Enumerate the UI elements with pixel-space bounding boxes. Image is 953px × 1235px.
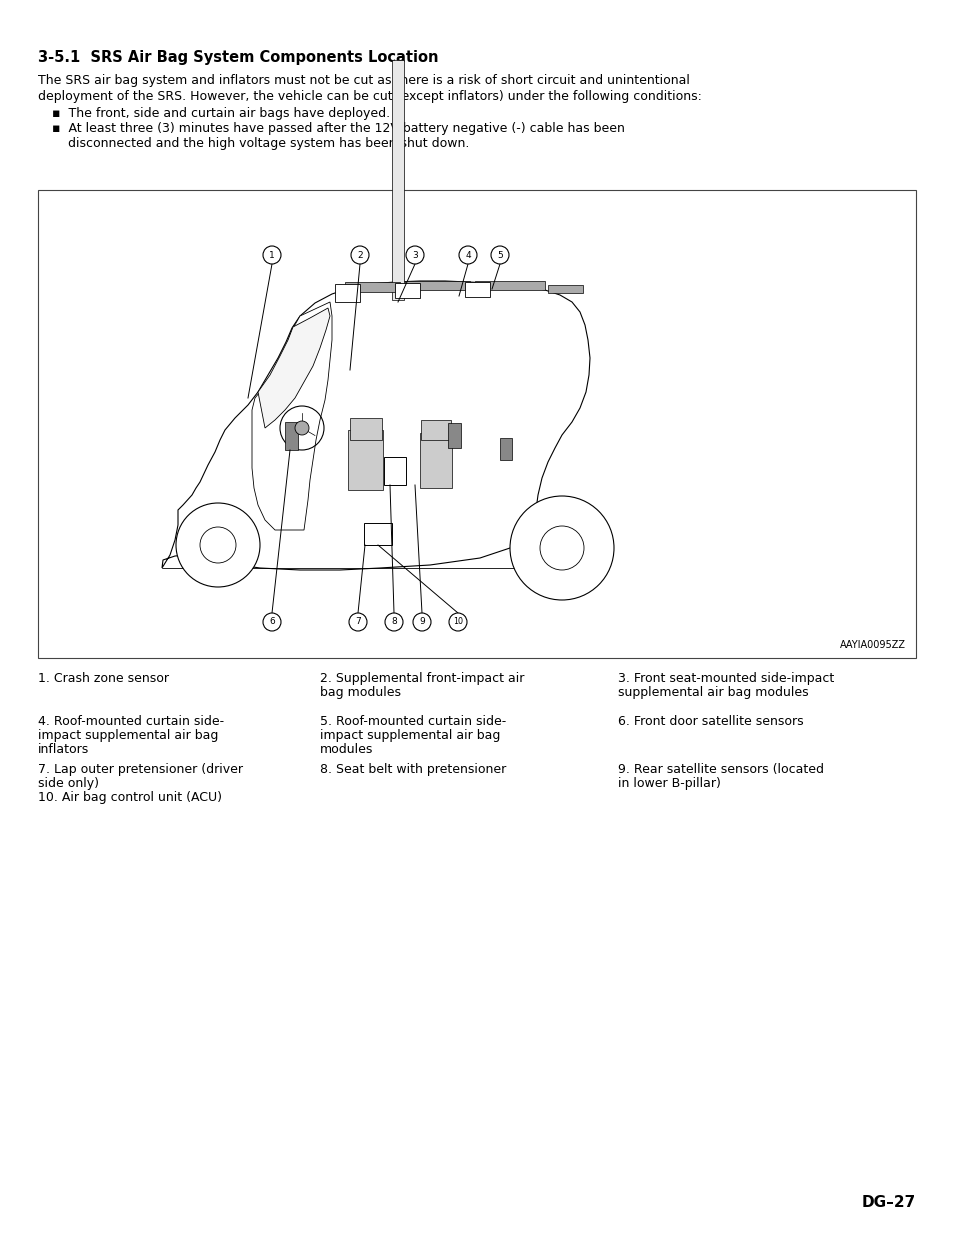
Bar xyxy=(348,430,382,490)
Circle shape xyxy=(351,246,369,264)
Circle shape xyxy=(449,613,467,631)
Text: 8: 8 xyxy=(391,618,396,626)
Text: 2. Supplemental front-impact air: 2. Supplemental front-impact air xyxy=(319,672,524,685)
Bar xyxy=(384,457,406,485)
Text: 5: 5 xyxy=(497,251,502,259)
Text: 6. Front door satellite sensors: 6. Front door satellite sensors xyxy=(618,715,802,727)
Circle shape xyxy=(406,246,423,264)
Text: 10. Air bag control unit (ACU): 10. Air bag control unit (ACU) xyxy=(38,790,222,804)
Bar xyxy=(464,282,490,296)
Polygon shape xyxy=(257,308,330,429)
Text: ▪  The front, side and curtain air bags have deployed.: ▪ The front, side and curtain air bags h… xyxy=(52,107,390,120)
Text: 9. Rear satellite sensors (located: 9. Rear satellite sensors (located xyxy=(618,763,823,776)
Bar xyxy=(335,284,359,303)
Text: disconnected and the high voltage system has been shut down.: disconnected and the high voltage system… xyxy=(68,137,469,149)
Text: 3: 3 xyxy=(412,251,417,259)
Text: 10: 10 xyxy=(453,618,462,626)
Bar xyxy=(364,522,392,545)
Text: impact supplemental air bag: impact supplemental air bag xyxy=(319,729,500,742)
Text: impact supplemental air bag: impact supplemental air bag xyxy=(38,729,218,742)
Text: 5. Roof-mounted curtain side-: 5. Roof-mounted curtain side- xyxy=(319,715,506,727)
Circle shape xyxy=(263,613,281,631)
Text: 3. Front seat-mounted side-impact: 3. Front seat-mounted side-impact xyxy=(618,672,833,685)
Text: 6: 6 xyxy=(269,618,274,626)
Circle shape xyxy=(294,421,309,435)
Text: 9: 9 xyxy=(418,618,424,626)
Bar xyxy=(345,282,399,291)
Text: 7: 7 xyxy=(355,618,360,626)
Bar xyxy=(395,283,419,298)
Text: 4. Roof-mounted curtain side-: 4. Roof-mounted curtain side- xyxy=(38,715,224,727)
Circle shape xyxy=(175,503,260,587)
Bar xyxy=(547,285,582,293)
Text: side only): side only) xyxy=(38,777,99,790)
Bar xyxy=(285,422,297,450)
Bar xyxy=(499,438,512,459)
Bar xyxy=(38,190,915,658)
Text: The SRS air bag system and inflators must not be cut as there is a risk of short: The SRS air bag system and inflators mus… xyxy=(38,74,689,86)
Text: supplemental air bag modules: supplemental air bag modules xyxy=(618,685,808,699)
Bar xyxy=(419,433,452,488)
Text: deployment of the SRS. However, the vehicle can be cut (except inflators) under : deployment of the SRS. However, the vehi… xyxy=(38,90,701,103)
Bar xyxy=(448,424,460,448)
Polygon shape xyxy=(252,303,332,530)
Text: bag modules: bag modules xyxy=(319,685,400,699)
Bar xyxy=(475,282,544,290)
Text: ▪  At least three (3) minutes have passed after the 12V battery negative (-) cab: ▪ At least three (3) minutes have passed… xyxy=(52,122,624,135)
Text: AAYIA0095ZZ: AAYIA0095ZZ xyxy=(840,640,905,650)
Circle shape xyxy=(491,246,509,264)
Text: 2: 2 xyxy=(356,251,362,259)
Text: 7. Lap outer pretensioner (driver: 7. Lap outer pretensioner (driver xyxy=(38,763,243,776)
Polygon shape xyxy=(162,282,589,571)
Circle shape xyxy=(349,613,367,631)
Text: modules: modules xyxy=(319,743,373,756)
Text: DG–27: DG–27 xyxy=(861,1195,915,1210)
Text: 1. Crash zone sensor: 1. Crash zone sensor xyxy=(38,672,169,685)
Text: inflators: inflators xyxy=(38,743,90,756)
Bar xyxy=(405,282,470,290)
Text: 1: 1 xyxy=(269,251,274,259)
Text: 4: 4 xyxy=(465,251,471,259)
Circle shape xyxy=(510,496,614,600)
Bar xyxy=(392,61,403,300)
Bar xyxy=(420,420,451,440)
Circle shape xyxy=(263,246,281,264)
Text: in lower B-pillar): in lower B-pillar) xyxy=(618,777,720,790)
Circle shape xyxy=(458,246,476,264)
Text: 8. Seat belt with pretensioner: 8. Seat belt with pretensioner xyxy=(319,763,506,776)
Bar xyxy=(350,417,381,440)
Circle shape xyxy=(385,613,402,631)
Circle shape xyxy=(413,613,431,631)
Text: 3-5.1  SRS Air Bag System Components Location: 3-5.1 SRS Air Bag System Components Loca… xyxy=(38,49,438,65)
